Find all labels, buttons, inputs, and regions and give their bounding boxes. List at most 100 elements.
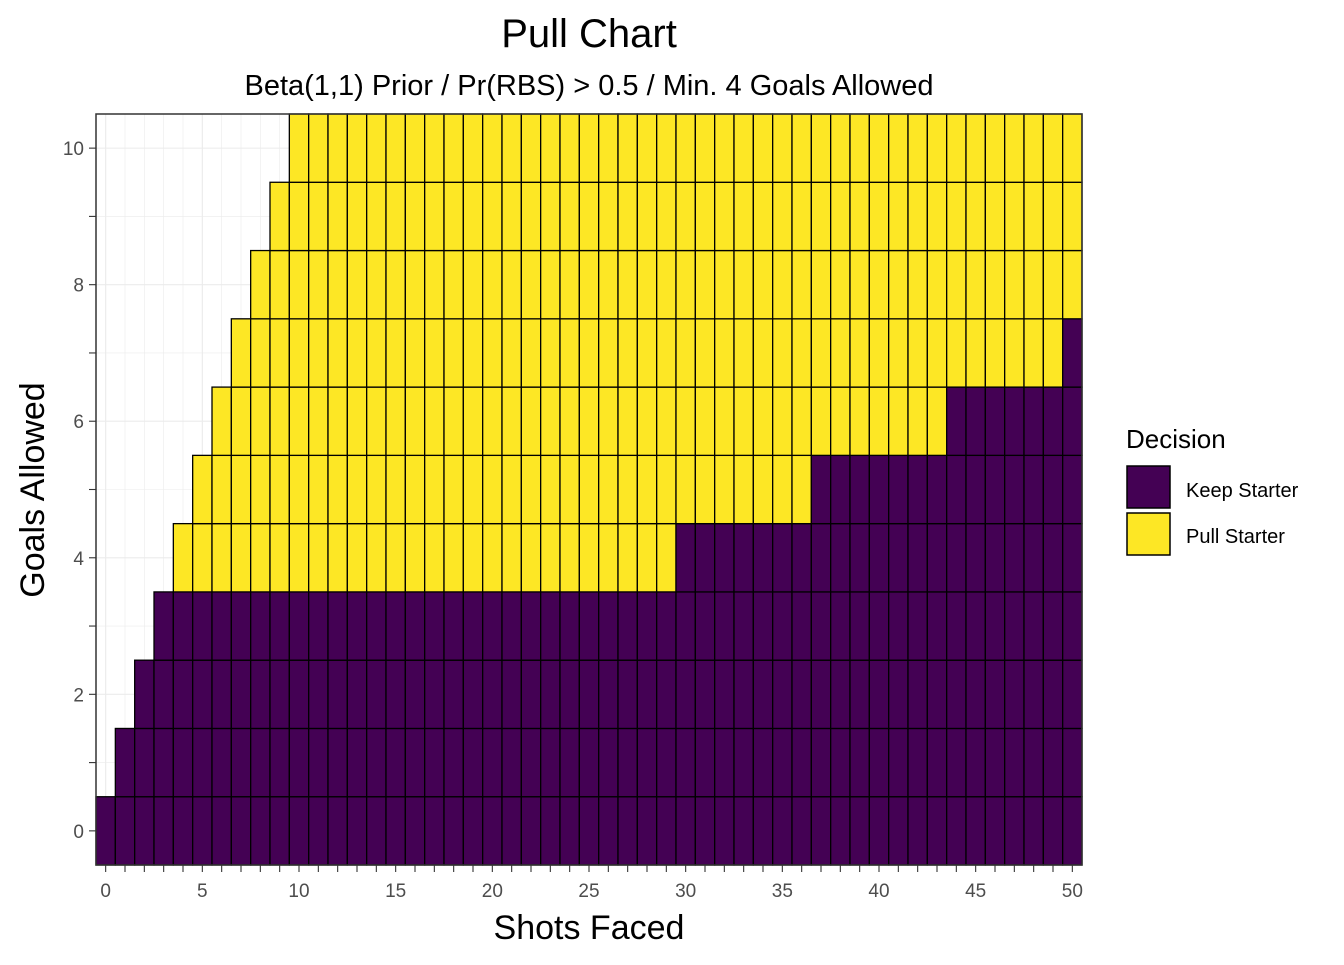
cell-keep-starter — [965, 727, 986, 798]
cell-pull-starter — [1062, 181, 1083, 252]
cell-pull-starter — [192, 522, 213, 593]
cell-pull-starter — [1042, 249, 1064, 320]
cell-keep-starter — [114, 727, 136, 798]
cell-keep-starter — [772, 591, 793, 661]
cell-pull-starter — [772, 113, 793, 183]
cell-pull-starter — [752, 386, 774, 457]
cell-pull-starter — [559, 386, 580, 457]
cell-pull-starter — [830, 181, 851, 252]
cell-keep-starter — [424, 727, 445, 798]
cell-pull-starter — [984, 318, 1006, 388]
cell-keep-starter — [868, 796, 890, 866]
cell-pull-starter — [366, 181, 387, 252]
cell-pull-starter — [269, 318, 290, 388]
cell-pull-starter — [385, 386, 406, 457]
cell-pull-starter — [578, 522, 600, 593]
cell-keep-starter — [1042, 454, 1064, 525]
cell-keep-starter — [366, 796, 387, 866]
cell-pull-starter — [250, 522, 271, 593]
cell-pull-starter — [443, 113, 464, 183]
cell-pull-starter — [346, 249, 368, 320]
cell-pull-starter — [230, 454, 252, 525]
cell-pull-starter — [888, 249, 909, 320]
cell-keep-starter — [385, 659, 406, 730]
cell-pull-starter — [424, 386, 445, 457]
cell-pull-starter — [366, 249, 387, 320]
cell-keep-starter — [714, 591, 735, 661]
cell-pull-starter — [443, 318, 464, 388]
cell-keep-starter — [501, 727, 522, 798]
cell-keep-starter — [984, 454, 1006, 525]
cell-keep-starter — [520, 591, 542, 661]
cell-pull-starter — [385, 113, 406, 183]
cell-pull-starter — [327, 318, 348, 388]
cell-keep-starter — [888, 522, 909, 593]
cell-pull-starter — [443, 454, 464, 525]
cell-keep-starter — [230, 796, 252, 866]
cell-pull-starter — [578, 386, 600, 457]
cell-pull-starter — [656, 522, 677, 593]
cell-keep-starter — [675, 796, 696, 866]
cell-keep-starter — [366, 659, 387, 730]
legend-label-pull-starter: Pull Starter — [1186, 526, 1285, 548]
cell-keep-starter — [849, 727, 870, 798]
cell-keep-starter — [1023, 727, 1044, 798]
cell-pull-starter — [404, 522, 426, 593]
x-tick-label: 10 — [288, 881, 309, 902]
x-tick-label: 45 — [965, 881, 986, 902]
cell-pull-starter — [830, 113, 851, 183]
cell-pull-starter — [288, 318, 310, 388]
cell-pull-starter — [308, 113, 329, 183]
cell-pull-starter — [810, 113, 832, 183]
cell-keep-starter — [888, 659, 909, 730]
cell-pull-starter — [211, 386, 232, 457]
cell-keep-starter — [288, 796, 310, 866]
cell-keep-starter — [694, 522, 716, 593]
cell-keep-starter — [443, 591, 464, 661]
cell-keep-starter — [172, 659, 194, 730]
cell-pull-starter — [462, 386, 484, 457]
cell-keep-starter — [965, 386, 986, 457]
cell-keep-starter — [327, 727, 348, 798]
cell-keep-starter — [288, 727, 310, 798]
chart-subtitle: Beta(1,1) Prior / Pr(RBS) > 0.5 / Min. 4… — [244, 70, 933, 102]
cell-keep-starter — [95, 796, 116, 866]
cell-pull-starter — [404, 113, 426, 183]
cell-pull-starter — [346, 386, 368, 457]
cell-pull-starter — [830, 249, 851, 320]
cell-pull-starter — [636, 249, 658, 320]
cell-keep-starter — [482, 659, 503, 730]
cell-pull-starter — [675, 113, 696, 183]
cell-pull-starter — [598, 522, 619, 593]
cell-keep-starter — [907, 522, 928, 593]
cell-keep-starter — [288, 659, 310, 730]
cell-pull-starter — [1023, 249, 1044, 320]
cell-pull-starter — [211, 522, 232, 593]
cell-pull-starter — [733, 454, 754, 525]
cell-keep-starter — [965, 591, 986, 661]
cell-pull-starter — [617, 386, 638, 457]
cell-keep-starter — [559, 659, 580, 730]
cell-pull-starter — [269, 522, 290, 593]
cell-pull-starter — [810, 181, 832, 252]
cell-pull-starter — [714, 181, 735, 252]
cell-pull-starter — [462, 249, 484, 320]
cell-pull-starter — [656, 386, 677, 457]
cell-keep-starter — [714, 727, 735, 798]
cell-pull-starter — [1042, 113, 1064, 183]
cell-keep-starter — [250, 591, 271, 661]
cell-keep-starter — [1023, 454, 1044, 525]
cell-pull-starter — [308, 318, 329, 388]
cell-keep-starter — [288, 591, 310, 661]
cell-pull-starter — [366, 318, 387, 388]
legend-label-keep-starter: Keep Starter — [1186, 480, 1299, 502]
cell-keep-starter — [443, 659, 464, 730]
cell-keep-starter — [810, 522, 832, 593]
cell-keep-starter — [404, 659, 426, 730]
cell-pull-starter — [752, 181, 774, 252]
cell-pull-starter — [791, 454, 812, 525]
cell-pull-starter — [288, 522, 310, 593]
cell-pull-starter — [675, 386, 696, 457]
cell-keep-starter — [830, 522, 851, 593]
